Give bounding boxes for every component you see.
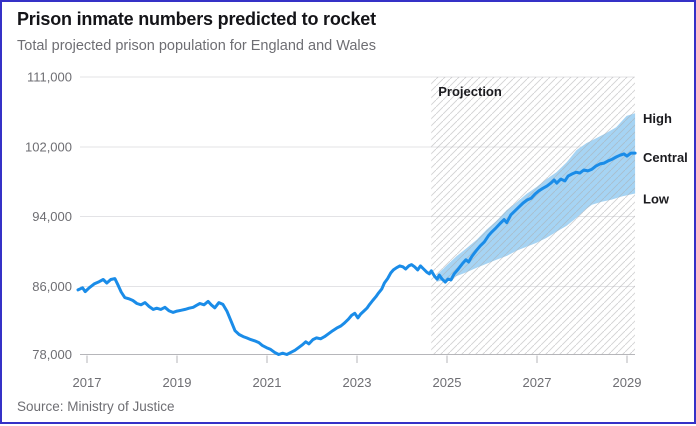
source-note: Source: Ministry of Justice <box>17 399 175 414</box>
central-scenario-label: Central <box>643 150 688 165</box>
x-tick-label: 2017 <box>73 375 102 390</box>
x-tick-label: 2027 <box>523 375 552 390</box>
x-axis: 2017 2019 2021 2023 2025 2027 2029 <box>73 355 642 390</box>
x-tick-label: 2021 <box>253 375 282 390</box>
projection-label: Projection <box>438 84 502 99</box>
y-tick-label: 102,000 <box>25 140 72 155</box>
chart-subtitle: Total projected prison population for En… <box>17 38 376 54</box>
population-line <box>76 151 637 356</box>
projection-hatch-region <box>431 77 635 355</box>
y-tick-label: 94,000 <box>32 209 72 224</box>
y-tick-label: 111,000 <box>27 70 72 85</box>
x-tick-label: 2019 <box>163 375 192 390</box>
low-scenario-label: Low <box>643 191 670 206</box>
x-tick-label: 2029 <box>613 375 642 390</box>
y-tick-label: 86,000 <box>32 279 72 294</box>
x-tick-label: 2023 <box>343 375 372 390</box>
x-tick-label: 2025 <box>433 375 462 390</box>
chart-title: Prison inmate numbers predicted to rocke… <box>17 9 376 29</box>
high-scenario-label: High <box>643 111 672 126</box>
gridlines: 78,000 86,000 94,000 102,000 111,000 <box>25 70 635 362</box>
y-tick-label: 78,000 <box>32 347 72 362</box>
